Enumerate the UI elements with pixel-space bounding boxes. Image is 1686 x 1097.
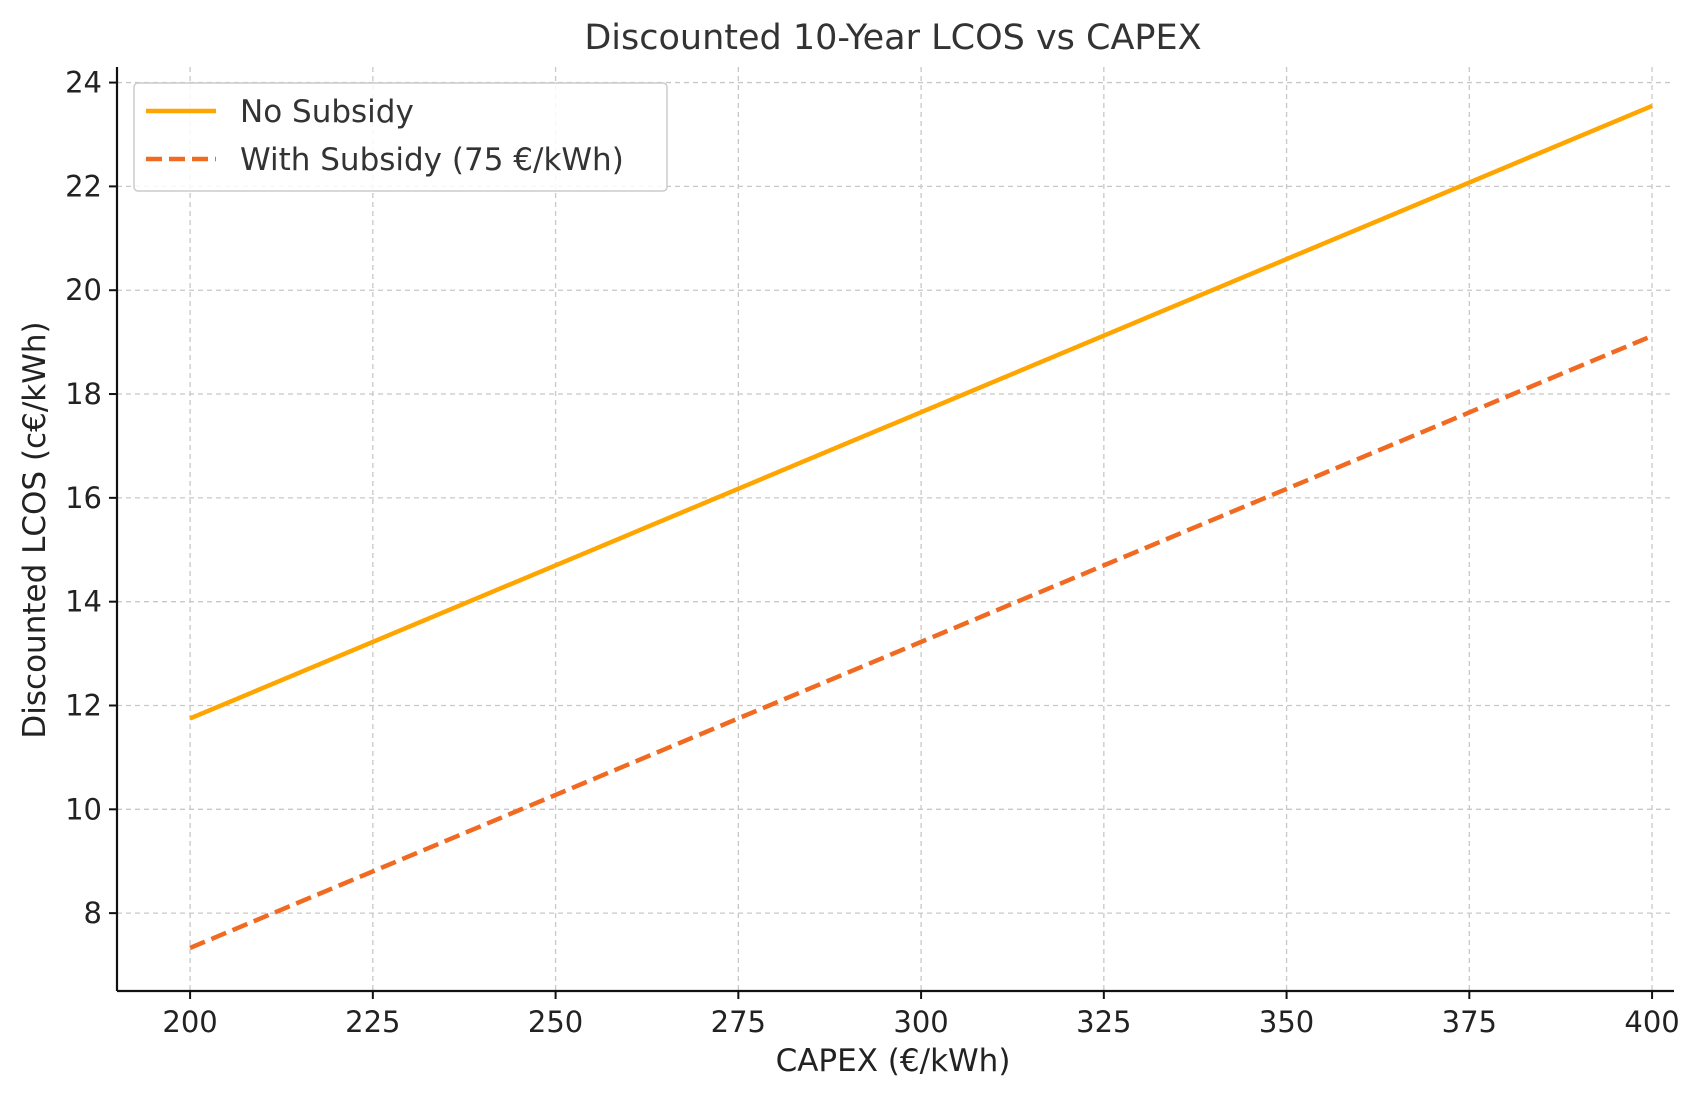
y-tick-label-24: 24 [65, 66, 102, 100]
y-axis-label: Discounted LCOS (c€/kWh) [17, 321, 53, 738]
y-tick-label-10: 10 [65, 792, 102, 826]
axes-layer [115, 67, 1674, 993]
y-tick-label-14: 14 [65, 585, 102, 619]
x-tick-label-250: 250 [528, 1005, 583, 1039]
y-tick-label-8: 8 [84, 896, 102, 930]
legend: No Subsidy With Subsidy (75 €/kWh) [133, 82, 668, 192]
y-tick-label-20: 20 [65, 273, 102, 307]
x-tick-label-400: 400 [1624, 1005, 1679, 1039]
y-tick-label-12: 12 [65, 688, 102, 722]
legend-label-no-subsidy: No Subsidy [240, 94, 414, 130]
series-line-with-subsidy [189, 333, 1653, 950]
x-axis-label: CAPEX (€/kWh) [776, 1043, 1011, 1079]
ticks-layer: 200 225 250 275 300 325 350 375 400 8 10 12 14 16 18 20… [65, 66, 1680, 1039]
y-tick-label-16: 16 [65, 481, 102, 515]
x-tick-label-225: 225 [345, 1005, 400, 1039]
series-layer [189, 103, 1653, 950]
x-tick-label-375: 375 [1442, 1005, 1497, 1039]
x-tick-label-325: 325 [1076, 1005, 1131, 1039]
x-tick-label-300: 300 [893, 1005, 948, 1039]
y-tick-label-22: 22 [65, 169, 102, 203]
legend-box [133, 82, 668, 192]
chart-title: Discounted 10-Year LCOS vs CAPEX [584, 18, 1201, 58]
x-tick-label-350: 350 [1259, 1005, 1314, 1039]
grid-layer [117, 67, 1674, 991]
legend-label-with-subsidy: With Subsidy (75 €/kWh) [240, 142, 624, 178]
x-tick-label-200: 200 [162, 1005, 217, 1039]
y-tick-label-18: 18 [65, 377, 102, 411]
x-tick-label-275: 275 [711, 1005, 766, 1039]
series-line-no-subsidy [189, 103, 1653, 721]
